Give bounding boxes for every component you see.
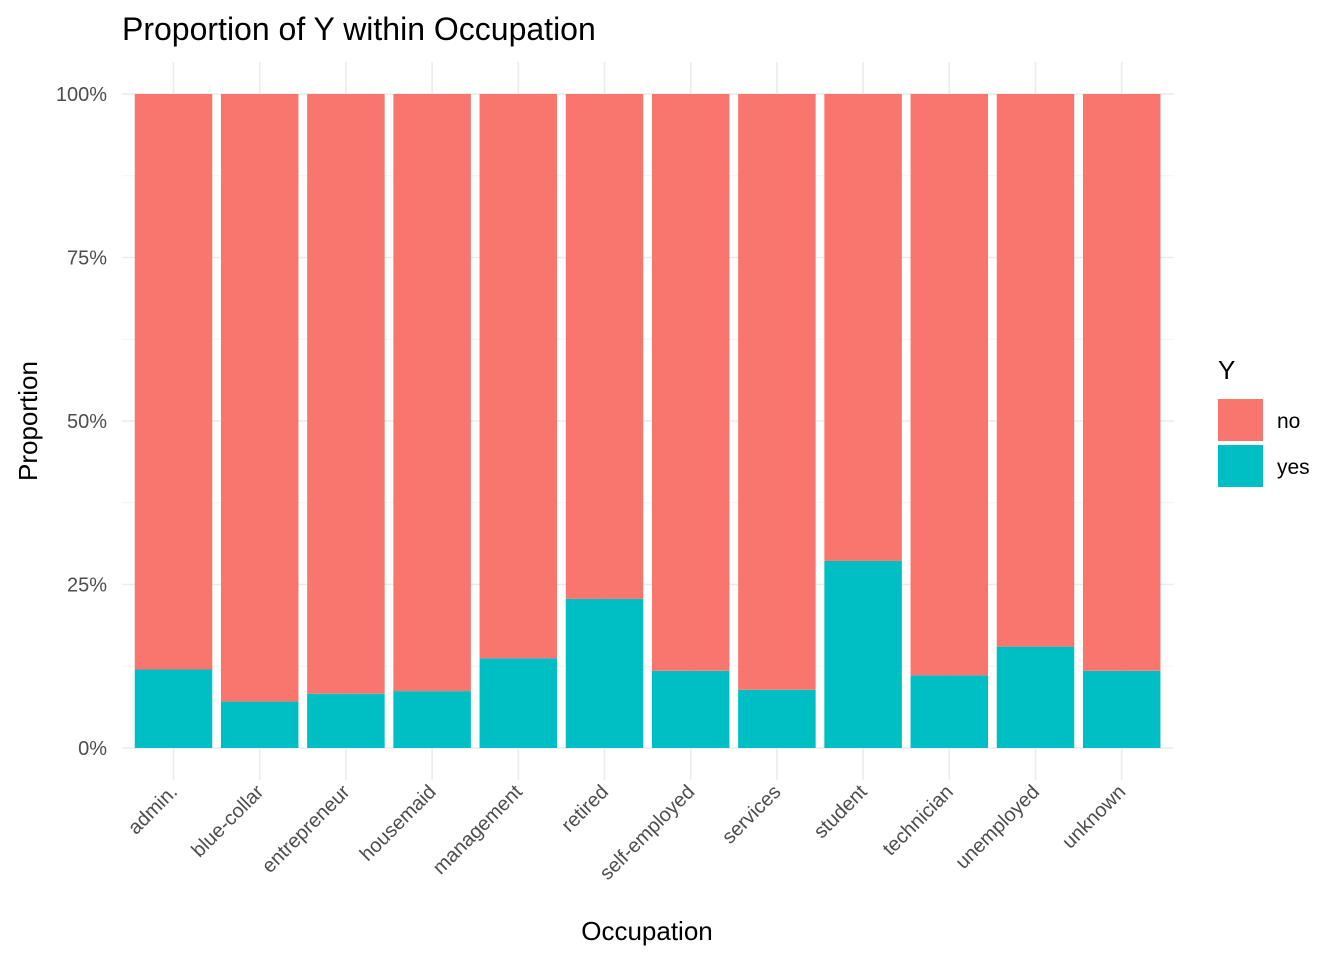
y-axis-title: Proportion xyxy=(13,361,43,481)
bar-yes-blue-collar xyxy=(220,701,299,748)
y-tick-label: 75% xyxy=(67,248,107,270)
x-tick-label: technician xyxy=(879,781,958,860)
bar-yes-student xyxy=(824,560,902,748)
bar-no-unemployed xyxy=(996,94,1075,647)
legend-key-no xyxy=(1218,399,1263,441)
y-tick-label: 0% xyxy=(78,738,107,760)
bar-no-technician xyxy=(910,94,989,676)
bar-no-retired xyxy=(565,94,644,599)
legend-title: Y xyxy=(1218,355,1235,385)
bar-no-unknown xyxy=(1082,94,1161,671)
bar-no-blue-collar xyxy=(220,94,299,702)
bar-no-housemaid xyxy=(393,94,471,692)
bar-yes-unemployed xyxy=(996,646,1075,748)
legend-key-yes xyxy=(1218,445,1263,487)
x-tick-label: services xyxy=(718,781,785,848)
bar-no-entrepreneur xyxy=(307,94,385,694)
bar-yes-unknown xyxy=(1082,670,1161,748)
bar-yes-services xyxy=(738,689,816,748)
x-tick-label: student xyxy=(810,781,872,843)
y-tick-label: 100% xyxy=(56,84,107,106)
bar-yes-admin. xyxy=(134,669,213,748)
x-tick-label: retired xyxy=(557,781,613,837)
bars xyxy=(134,94,1161,748)
x-tick-label: management xyxy=(429,781,527,879)
bar-no-services xyxy=(738,94,816,690)
legend: Y no yes xyxy=(1218,355,1310,487)
x-axis-title: Occupation xyxy=(581,916,713,946)
chart-title: Proportion of Y within Occupation xyxy=(122,11,596,47)
x-tick-label: entrepreneur xyxy=(258,781,355,878)
legend-label-no: no xyxy=(1277,410,1300,433)
y-tick-label: 50% xyxy=(67,411,107,433)
bar-yes-retired xyxy=(565,598,644,748)
y-tick-label: 25% xyxy=(67,575,107,597)
x-tick-label: unknown xyxy=(1058,781,1130,853)
x-tick-label: housemaid xyxy=(356,781,441,866)
bar-yes-self-employed xyxy=(651,670,730,748)
x-tick-label: unemployed xyxy=(951,781,1044,874)
bar-no-admin. xyxy=(134,94,213,670)
bar-no-management xyxy=(479,94,558,659)
bar-yes-technician xyxy=(910,675,989,748)
bar-yes-entrepreneur xyxy=(307,693,385,748)
bar-no-self-employed xyxy=(651,94,730,671)
bar-yes-housemaid xyxy=(393,691,471,748)
x-tick-label: admin. xyxy=(124,781,182,839)
x-tick-label: blue-collar xyxy=(187,781,268,862)
y-axis-tick-labels: 0% 25% 50% 75% 100% xyxy=(56,84,107,760)
bar-yes-management xyxy=(479,658,558,748)
legend-label-yes: yes xyxy=(1277,456,1310,479)
bar-no-student xyxy=(824,94,902,561)
